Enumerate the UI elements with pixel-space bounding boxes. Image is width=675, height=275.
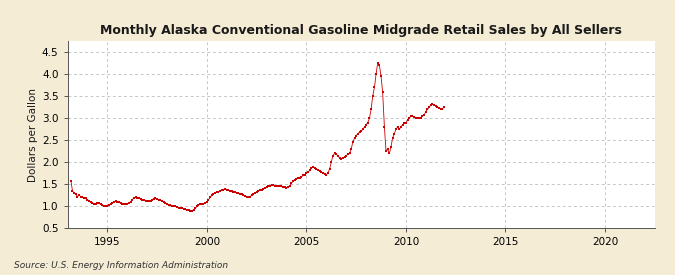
Text: Source: U.S. Energy Information Administration: Source: U.S. Energy Information Administ… [14,260,227,270]
Y-axis label: Dollars per Gallon: Dollars per Gallon [28,88,38,182]
Title: Monthly Alaska Conventional Gasoline Midgrade Retail Sales by All Sellers: Monthly Alaska Conventional Gasoline Mid… [100,24,622,37]
